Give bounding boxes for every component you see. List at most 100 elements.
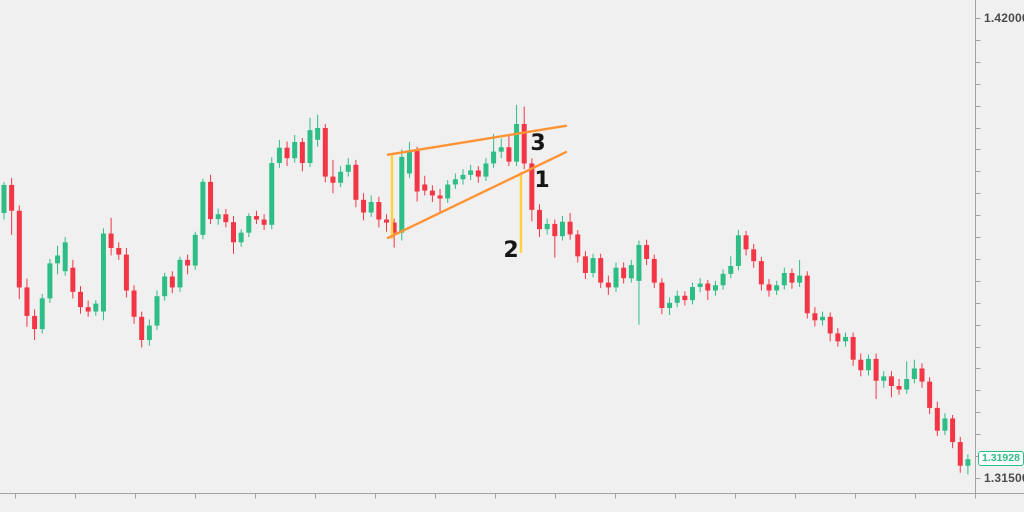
candle-body <box>659 282 665 309</box>
candle-up <box>406 141 412 178</box>
candle-down <box>766 279 772 297</box>
candle-up <box>452 173 458 189</box>
candle-down <box>78 286 83 314</box>
y-axis-label-bottom: 1.31500 <box>984 471 1024 485</box>
candle-body <box>682 295 688 301</box>
candle-down <box>957 436 963 473</box>
candle-down <box>651 254 657 288</box>
candle-body <box>208 181 214 220</box>
candle-body <box>865 358 871 371</box>
candle-body <box>483 163 489 177</box>
candle-body <box>284 147 290 159</box>
candle-up <box>62 237 68 276</box>
candle-body <box>100 233 106 312</box>
candle-up <box>728 256 734 279</box>
drawings-layer[interactable] <box>386 124 568 254</box>
candle-up <box>162 272 168 301</box>
candle-body <box>751 249 757 262</box>
candle-up <box>697 278 703 293</box>
candle-body <box>896 386 902 390</box>
candle-body <box>919 368 925 382</box>
candle-down <box>758 256 764 291</box>
candle-body <box>728 265 734 274</box>
candle-up <box>491 134 497 168</box>
candle-body <box>697 283 703 287</box>
candle-up <box>315 114 321 147</box>
candle-down <box>567 212 573 240</box>
candle-body <box>78 291 83 308</box>
candle-up <box>460 169 466 185</box>
candle-up <box>843 332 848 347</box>
wedge-lower-line[interactable] <box>386 150 568 240</box>
candle-down <box>896 378 902 395</box>
candle-body <box>177 259 183 288</box>
candle-down <box>284 141 290 167</box>
candle-up <box>483 158 489 181</box>
candle-body <box>690 286 695 301</box>
candle-down <box>330 159 336 194</box>
candle-down <box>261 214 267 231</box>
candle-down <box>521 106 527 170</box>
candle-body <box>445 184 451 199</box>
candle-up <box>667 297 673 316</box>
candle-down <box>873 353 879 400</box>
candle-body <box>185 259 191 266</box>
candle-body <box>957 442 963 466</box>
candle-down <box>682 291 688 306</box>
candle-body <box>62 242 68 272</box>
candle-body <box>330 176 336 183</box>
candle-body <box>353 164 359 200</box>
candle-body <box>93 303 99 312</box>
candle-body <box>246 216 252 233</box>
candle-up <box>93 300 99 316</box>
candle-up <box>215 208 221 225</box>
candle-body <box>261 219 267 225</box>
candle-body <box>299 141 305 164</box>
candle-body <box>55 255 61 264</box>
candle-body <box>498 147 504 152</box>
candle-body <box>131 290 137 317</box>
candle-down <box>927 377 933 415</box>
candle-up <box>468 164 474 181</box>
candle-down <box>644 239 650 266</box>
candle-up <box>146 319 152 346</box>
candle-body <box>9 184 15 211</box>
candle-body <box>39 298 45 330</box>
candle-up <box>613 262 619 292</box>
candle-body <box>338 171 344 183</box>
candle-body <box>537 209 542 230</box>
candle-body <box>315 127 321 140</box>
candle-up <box>544 218 550 235</box>
candle-down <box>429 185 435 203</box>
candle-up <box>498 138 504 159</box>
candle-down <box>537 204 542 238</box>
candle-down <box>231 216 236 254</box>
candle-body <box>781 272 787 286</box>
candle-down <box>414 146 420 202</box>
candle-down <box>621 262 627 284</box>
candle-body <box>1 184 7 213</box>
candle-body <box>628 265 634 279</box>
candle-body <box>965 459 971 466</box>
candles-layer[interactable] <box>1 104 971 475</box>
candle-body <box>192 234 198 266</box>
candle-down <box>827 312 833 342</box>
candle-up <box>904 361 910 394</box>
candle-up <box>368 195 374 217</box>
candle-body <box>85 307 91 312</box>
candle-body <box>598 258 604 283</box>
candle-body <box>774 285 780 291</box>
candle-body <box>812 313 818 321</box>
candle-down <box>353 159 359 208</box>
candle-body <box>758 261 764 285</box>
candle-up <box>445 180 451 203</box>
candle-down <box>598 253 604 288</box>
candle-down <box>934 401 940 436</box>
wedge-upper-line[interactable] <box>386 124 568 156</box>
candle-up <box>735 230 741 271</box>
candle-up <box>55 245 61 275</box>
candle-body <box>429 190 435 196</box>
candle-body <box>70 267 76 292</box>
candle-down <box>376 196 382 228</box>
